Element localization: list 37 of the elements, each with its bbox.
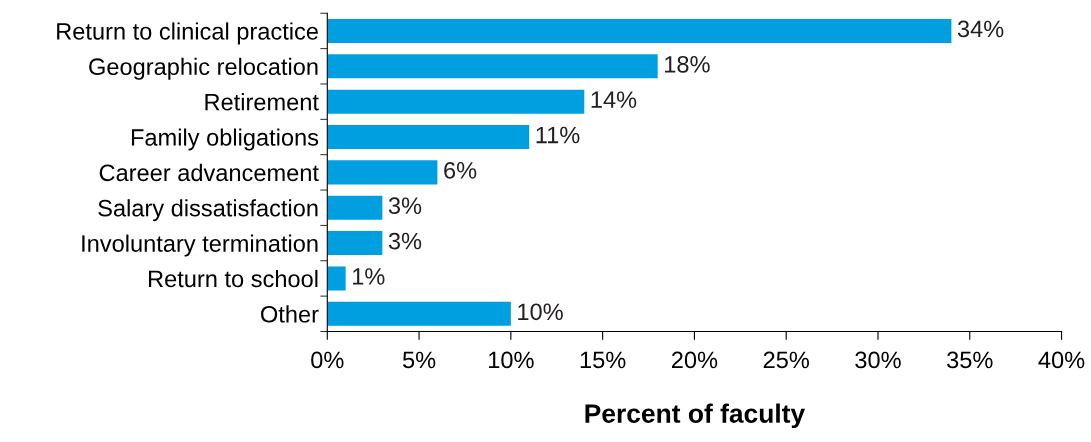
x-tick-label: 10% — [489, 351, 534, 369]
y-tick-label: Other — [261, 305, 319, 323]
data-label: 3% — [388, 232, 422, 250]
bar — [327, 125, 530, 150]
x-axis-title: Percent of faculty — [585, 403, 805, 429]
y-tick-label: Involuntary termination — [82, 234, 318, 257]
data-label: 3% — [388, 197, 422, 215]
bar — [327, 18, 952, 43]
bar — [327, 266, 346, 291]
data-label: 6% — [444, 162, 477, 179]
bar — [327, 195, 383, 220]
bar — [327, 160, 438, 185]
bar — [327, 54, 658, 79]
y-tick-label: Return to clinical practice — [57, 22, 318, 45]
data-label: 18% — [665, 55, 710, 73]
data-label: 34% — [957, 20, 1004, 38]
data-label: 14% — [591, 91, 637, 108]
data-label: 10% — [518, 303, 563, 321]
bar — [327, 301, 511, 326]
y-tick-label: Family obligations — [131, 128, 319, 151]
x-tick-label: 15% — [580, 351, 626, 369]
x-tick-label: 0% — [311, 351, 344, 369]
bar — [327, 231, 383, 256]
data-label: 1% — [353, 268, 385, 285]
x-tick-label: 40% — [1038, 351, 1085, 369]
x-tick-label: 30% — [855, 351, 901, 369]
y-tick-label: Return to school — [148, 269, 318, 288]
y-tick-label: Salary dissatisfaction — [98, 199, 318, 222]
x-tick-label: 20% — [671, 351, 718, 369]
bar — [327, 89, 585, 114]
x-tick-label: 25% — [763, 351, 809, 369]
y-tick-label: Retirement — [205, 93, 319, 111]
x-tick-label: 35% — [947, 351, 993, 369]
y-tick-label: Career advancement — [99, 163, 319, 182]
y-tick-label: Geographic relocation — [89, 57, 318, 80]
data-label: 11% — [536, 126, 580, 144]
x-tick-label: 5% — [402, 351, 436, 369]
